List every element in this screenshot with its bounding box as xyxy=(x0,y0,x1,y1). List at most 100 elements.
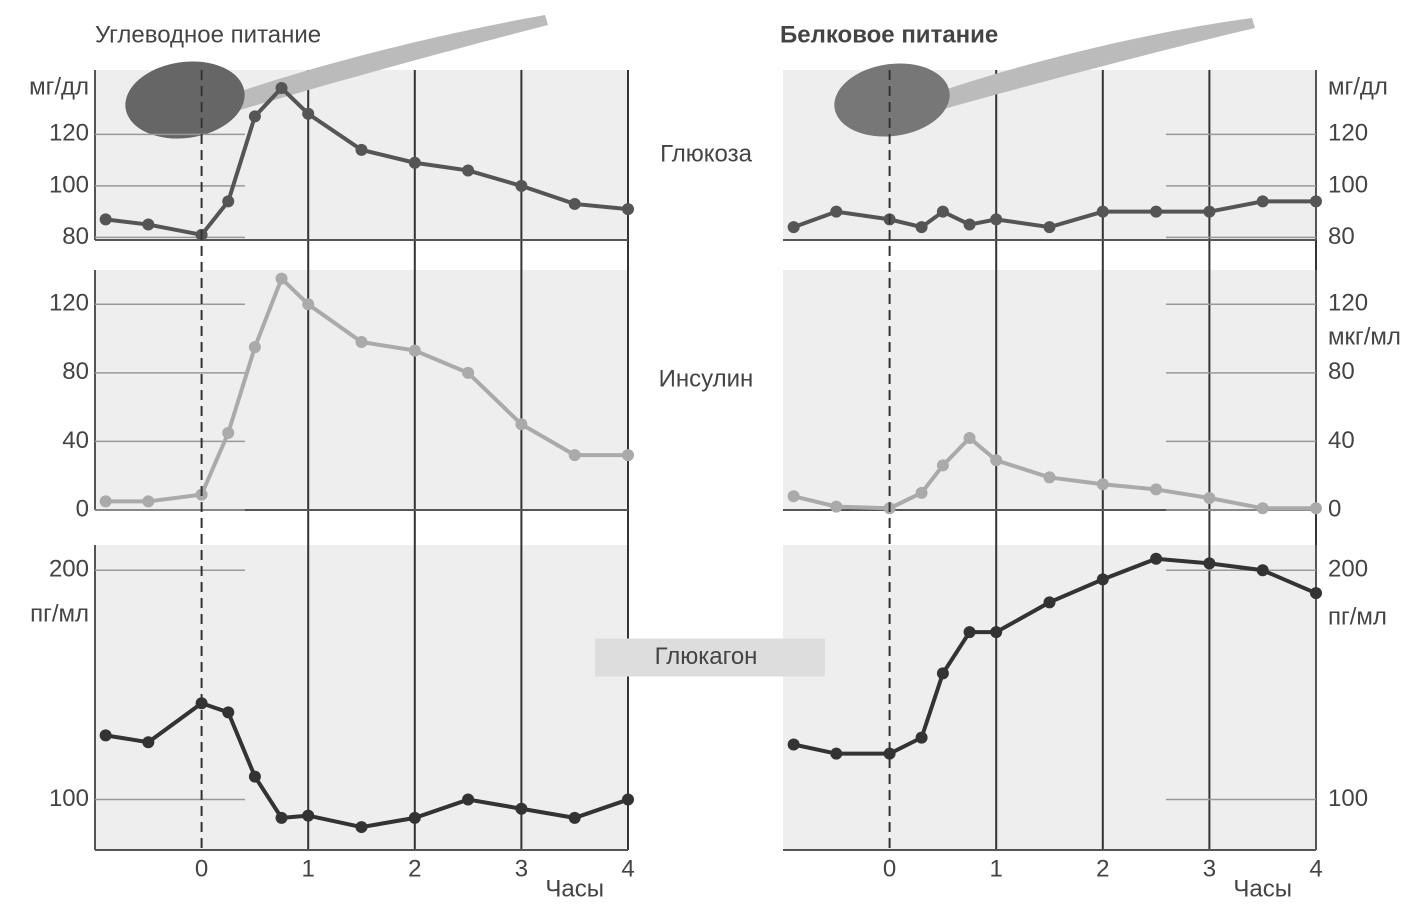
y-tick-label: 0 xyxy=(76,495,89,522)
data-point xyxy=(356,821,368,833)
y-axis-label: пг/мл xyxy=(1328,604,1387,631)
data-point xyxy=(1310,587,1322,599)
data-point xyxy=(937,459,949,471)
data-point xyxy=(462,794,474,806)
data-point xyxy=(830,748,842,760)
panel-title: Белковое питание xyxy=(780,21,998,48)
data-point xyxy=(830,206,842,218)
data-point xyxy=(515,803,527,815)
data-point xyxy=(1257,564,1269,576)
data-point xyxy=(409,157,421,169)
data-point xyxy=(1150,483,1162,495)
x-axis-label: Часы xyxy=(545,875,604,902)
data-point xyxy=(222,427,234,439)
data-point xyxy=(990,626,1002,638)
data-point xyxy=(622,449,634,461)
data-point xyxy=(100,213,112,225)
data-point xyxy=(222,195,234,207)
data-point xyxy=(1257,502,1269,514)
data-point xyxy=(884,748,896,760)
y-tick-label: 80 xyxy=(62,358,89,385)
x-tick-label: 4 xyxy=(621,855,634,882)
data-point xyxy=(409,812,421,824)
data-point xyxy=(302,108,314,120)
x-tick-label: 3 xyxy=(1203,855,1216,882)
x-tick-label: 2 xyxy=(1096,855,1109,882)
x-tick-label: 3 xyxy=(515,855,528,882)
data-point xyxy=(990,454,1002,466)
data-point xyxy=(1150,206,1162,218)
x-tick-label: 1 xyxy=(990,855,1003,882)
row-label: Глюкоза xyxy=(660,140,753,167)
data-point xyxy=(356,144,368,156)
y-tick-label: 100 xyxy=(1328,785,1368,812)
data-point xyxy=(515,418,527,430)
data-point xyxy=(569,812,581,824)
data-point xyxy=(356,336,368,348)
data-point xyxy=(142,495,154,507)
data-point xyxy=(1310,195,1322,207)
x-axis-label: Часы xyxy=(1233,875,1292,902)
plot-background xyxy=(95,545,628,850)
y-tick-label: 40 xyxy=(1328,427,1355,454)
data-point xyxy=(1044,471,1056,483)
y-tick-label: 120 xyxy=(1328,120,1368,147)
data-point xyxy=(100,495,112,507)
data-point xyxy=(964,432,976,444)
x-tick-label: 2 xyxy=(408,855,421,882)
data-point xyxy=(964,219,976,231)
y-tick-label: 100 xyxy=(49,785,89,812)
data-point xyxy=(830,501,842,513)
chart: 80100120мг/длУглеводное питаниеГлюкоза04… xyxy=(0,0,1422,908)
data-point xyxy=(964,626,976,638)
data-point xyxy=(1150,553,1162,565)
data-point xyxy=(788,221,800,233)
data-point xyxy=(409,345,421,357)
data-point xyxy=(788,490,800,502)
data-point xyxy=(1257,195,1269,207)
y-axis-label: мг/дл xyxy=(1328,74,1388,101)
y-tick-label: 80 xyxy=(62,223,89,250)
x-tick-label: 0 xyxy=(195,855,208,882)
data-point xyxy=(916,732,928,744)
data-point xyxy=(569,449,581,461)
data-point xyxy=(990,213,1002,225)
y-tick-label: 0 xyxy=(1328,495,1341,522)
x-tick-label: 1 xyxy=(302,855,315,882)
data-point xyxy=(276,82,288,94)
data-point xyxy=(462,367,474,379)
data-point xyxy=(1044,596,1056,608)
data-point xyxy=(249,341,261,353)
plot-background xyxy=(783,545,1316,850)
y-axis-label: мг/дл xyxy=(29,74,89,101)
data-point xyxy=(249,110,261,122)
y-tick-label: 40 xyxy=(62,427,89,454)
y-tick-label: 80 xyxy=(1328,223,1355,250)
y-tick-label: 100 xyxy=(1328,171,1368,198)
data-point xyxy=(1203,492,1215,504)
data-point xyxy=(462,164,474,176)
data-point xyxy=(276,812,288,824)
y-tick-label: 120 xyxy=(49,120,89,147)
y-tick-label: 120 xyxy=(1328,290,1368,317)
data-point xyxy=(1044,221,1056,233)
data-point xyxy=(937,667,949,679)
data-point xyxy=(569,198,581,210)
panel-title: Углеводное питание xyxy=(95,21,321,48)
plots xyxy=(95,70,1316,850)
data-point xyxy=(302,298,314,310)
data-point xyxy=(1097,206,1109,218)
data-point xyxy=(142,736,154,748)
data-point xyxy=(1310,502,1322,514)
data-point xyxy=(100,729,112,741)
x-tick-label: 0 xyxy=(883,855,896,882)
data-point xyxy=(515,180,527,192)
data-point xyxy=(1097,478,1109,490)
data-point xyxy=(142,219,154,231)
data-point xyxy=(249,771,261,783)
x-tick-label: 4 xyxy=(1309,855,1322,882)
data-point xyxy=(622,203,634,215)
data-point xyxy=(937,206,949,218)
y-tick-label: 100 xyxy=(49,171,89,198)
data-point xyxy=(788,739,800,751)
